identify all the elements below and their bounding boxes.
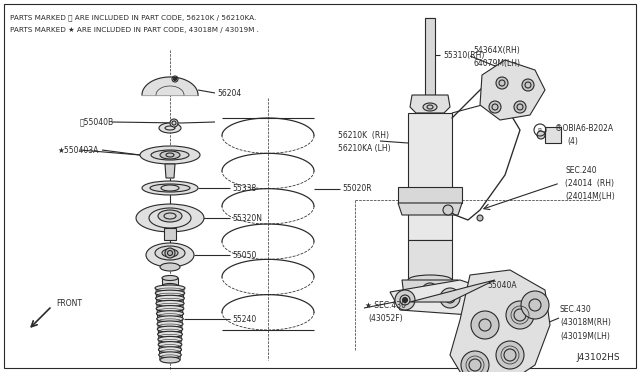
Circle shape (506, 301, 534, 329)
Ellipse shape (146, 243, 194, 267)
Circle shape (447, 295, 452, 301)
Ellipse shape (159, 347, 182, 353)
Ellipse shape (142, 181, 198, 195)
Ellipse shape (162, 283, 178, 289)
Text: FRONT: FRONT (56, 298, 82, 308)
Text: (4): (4) (567, 137, 578, 145)
Ellipse shape (160, 357, 180, 363)
Text: 55040A: 55040A (487, 280, 516, 289)
Ellipse shape (423, 103, 437, 111)
Circle shape (496, 77, 508, 89)
Circle shape (440, 288, 460, 308)
Ellipse shape (159, 123, 181, 133)
Ellipse shape (157, 331, 182, 337)
Text: 56204: 56204 (217, 89, 241, 97)
Ellipse shape (408, 275, 452, 285)
Polygon shape (450, 270, 550, 372)
Text: 55310(RH): 55310(RH) (443, 51, 484, 60)
Text: 55240: 55240 (232, 314, 256, 324)
Polygon shape (545, 127, 561, 143)
Text: PARTS MARKED ⦿ ARE INCLUDED IN PART CODE, 56210K / 56210KA.: PARTS MARKED ⦿ ARE INCLUDED IN PART CODE… (10, 14, 256, 20)
Text: 55320N: 55320N (232, 214, 262, 222)
Polygon shape (164, 228, 176, 240)
Text: (43018M(RH): (43018M(RH) (560, 318, 611, 327)
Circle shape (477, 215, 483, 221)
Text: ★550403A: ★550403A (58, 145, 99, 154)
Ellipse shape (157, 326, 182, 332)
Text: (24014  (RH): (24014 (RH) (565, 179, 614, 187)
Polygon shape (136, 204, 204, 232)
Polygon shape (408, 240, 452, 280)
Ellipse shape (150, 184, 190, 192)
Circle shape (522, 79, 534, 91)
Circle shape (403, 298, 408, 302)
Text: 56210K  (RH): 56210K (RH) (338, 131, 389, 140)
Text: SEC.430: SEC.430 (560, 305, 592, 314)
Ellipse shape (158, 210, 182, 222)
Polygon shape (398, 203, 462, 215)
Circle shape (173, 77, 177, 80)
Polygon shape (390, 280, 495, 315)
Polygon shape (165, 164, 175, 178)
Circle shape (489, 101, 501, 113)
Circle shape (170, 119, 178, 127)
Text: (43019M(LH): (43019M(LH) (560, 331, 610, 340)
Text: ⦿55040B: ⦿55040B (80, 118, 114, 126)
Text: 64079M(LH): 64079M(LH) (473, 58, 520, 67)
Ellipse shape (156, 290, 185, 296)
Text: 54364X(RH): 54364X(RH) (473, 45, 520, 55)
Polygon shape (162, 278, 178, 286)
Circle shape (461, 351, 489, 372)
Circle shape (471, 311, 499, 339)
Circle shape (496, 341, 524, 369)
Polygon shape (142, 77, 198, 95)
Ellipse shape (158, 336, 182, 343)
Circle shape (537, 131, 545, 139)
Polygon shape (398, 187, 462, 203)
Circle shape (422, 283, 438, 299)
Ellipse shape (155, 285, 185, 291)
Circle shape (165, 248, 175, 258)
Text: J43102HS: J43102HS (577, 353, 620, 362)
Circle shape (514, 101, 526, 113)
Ellipse shape (162, 249, 178, 257)
Ellipse shape (151, 150, 189, 160)
Ellipse shape (156, 305, 184, 312)
Ellipse shape (160, 151, 180, 159)
Text: ®OBIA6-B202A: ®OBIA6-B202A (555, 124, 613, 132)
Text: 55020R: 55020R (342, 184, 372, 193)
Ellipse shape (155, 246, 185, 260)
Ellipse shape (157, 321, 183, 327)
Ellipse shape (156, 295, 184, 301)
Polygon shape (480, 60, 545, 120)
Ellipse shape (157, 316, 183, 322)
Text: 55338: 55338 (232, 183, 256, 192)
Ellipse shape (156, 301, 184, 307)
Polygon shape (410, 95, 450, 113)
Text: PARTS MARKED ★ ARE INCLUDED IN PART CODE, 43018M / 43019M .: PARTS MARKED ★ ARE INCLUDED IN PART CODE… (10, 27, 259, 33)
Ellipse shape (159, 352, 181, 358)
Polygon shape (425, 18, 435, 95)
Circle shape (521, 291, 549, 319)
Ellipse shape (162, 276, 178, 280)
Text: SEC.240: SEC.240 (565, 166, 596, 174)
Polygon shape (402, 280, 458, 302)
Ellipse shape (160, 263, 180, 271)
Ellipse shape (158, 341, 182, 347)
Circle shape (172, 76, 178, 82)
Circle shape (395, 290, 415, 310)
Ellipse shape (149, 208, 191, 228)
Circle shape (443, 205, 453, 215)
Text: ★ SEC.430: ★ SEC.430 (365, 301, 406, 310)
Ellipse shape (140, 146, 200, 164)
Text: 56210KA (LH): 56210KA (LH) (338, 144, 390, 153)
Polygon shape (408, 113, 452, 240)
Polygon shape (410, 280, 495, 302)
Ellipse shape (156, 311, 184, 317)
Text: R: R (538, 128, 542, 132)
Text: (43052F): (43052F) (368, 314, 403, 323)
Text: (24014M(LH): (24014M(LH) (565, 192, 615, 201)
Text: 55050: 55050 (232, 250, 257, 260)
